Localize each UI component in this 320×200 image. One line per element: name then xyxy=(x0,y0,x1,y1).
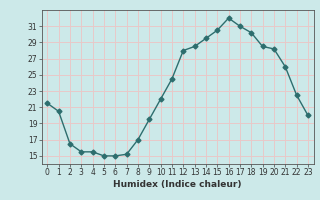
X-axis label: Humidex (Indice chaleur): Humidex (Indice chaleur) xyxy=(113,180,242,189)
